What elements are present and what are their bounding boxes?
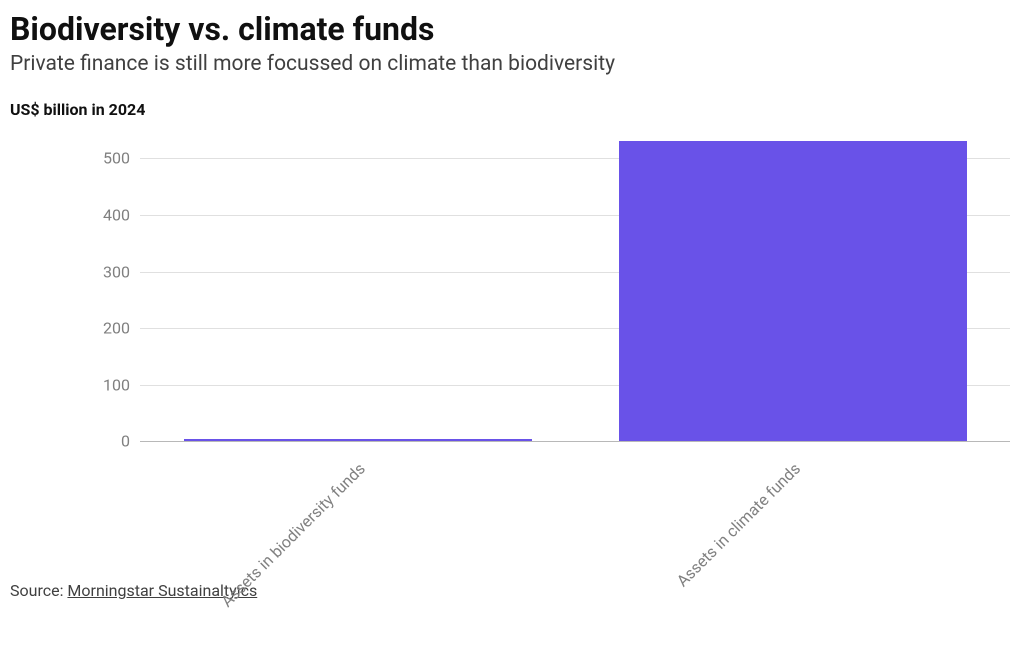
bars-layer <box>140 141 1010 441</box>
category-label: Assets in climate funds <box>673 459 804 590</box>
source-prefix: Source: <box>10 581 67 600</box>
chart-subtitle: Private finance is still more focussed o… <box>10 52 1010 76</box>
bar <box>619 141 967 441</box>
x-axis-line <box>140 441 1010 442</box>
y-tick-label: 0 <box>10 432 130 451</box>
y-tick-labels: 0100200300400500 <box>10 141 130 441</box>
y-tick-label: 300 <box>10 262 130 281</box>
figure-container: Biodiversity vs. climate funds Private f… <box>0 0 1020 650</box>
y-tick-label: 400 <box>10 205 130 224</box>
category-labels: Assets in biodiversity fundsAssets in cl… <box>140 451 1010 581</box>
source-line: Source: Morningstar Sustainaltyics <box>10 581 1010 600</box>
y-tick-label: 200 <box>10 319 130 338</box>
y-tick-label: 100 <box>10 375 130 394</box>
chart-title: Biodiversity vs. climate funds <box>10 10 1010 48</box>
y-tick-label: 500 <box>10 149 130 168</box>
chart-area: 0100200300400500 Assets in biodiversity … <box>10 131 1000 581</box>
bar <box>184 439 532 441</box>
y-axis-title: US$ billion in 2024 <box>10 100 1010 119</box>
